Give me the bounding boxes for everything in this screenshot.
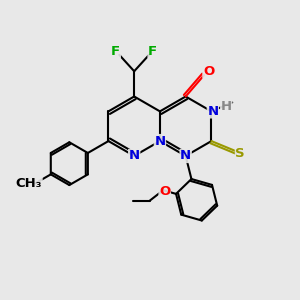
Text: F: F: [148, 45, 157, 58]
Text: H: H: [221, 100, 232, 113]
Text: N: N: [180, 149, 191, 162]
Text: O: O: [159, 185, 170, 198]
Text: F: F: [111, 45, 120, 58]
Text: O: O: [203, 65, 214, 78]
Text: N: N: [154, 135, 166, 148]
Text: N: N: [129, 149, 140, 162]
Text: N: N: [207, 105, 218, 118]
Text: S: S: [236, 147, 245, 161]
Text: CH₃: CH₃: [16, 177, 42, 190]
